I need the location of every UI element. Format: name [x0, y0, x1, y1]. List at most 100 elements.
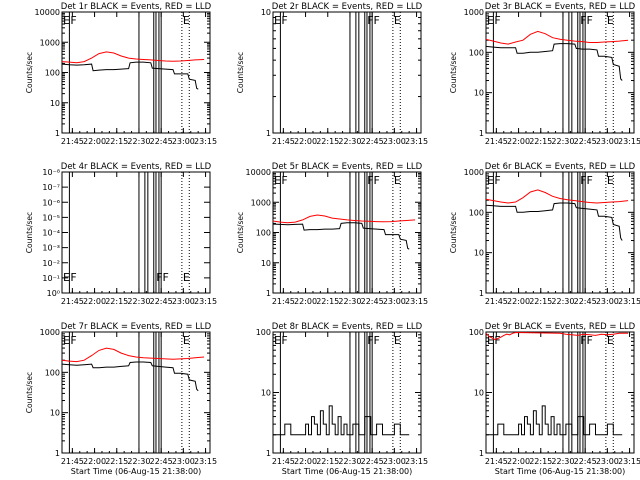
x-tick-label: 21:45 — [61, 457, 84, 466]
flag-label: E — [394, 174, 401, 187]
flag-label: E — [487, 174, 494, 187]
y-axis-label: Counts/sec — [236, 52, 245, 93]
panel-det-9: Det 9r BLACK = Events, RED = LLD 1 10 100 21… — [469, 322, 640, 476]
x-axis-label: Start Time (06-Aug-15 21:38:00) — [71, 467, 202, 476]
x-tick-label: 21:45 — [272, 137, 295, 146]
panel-det-3: Det 3r BLACK = Events, RED = LLD 1 10 100 10… — [449, 2, 640, 146]
flag-label: F — [70, 271, 76, 284]
flag-label: E — [63, 334, 70, 347]
y-tick-label: 1 — [55, 449, 60, 458]
x-tick-label: 22:45 — [361, 457, 384, 466]
x-tick-label: 22:15 — [105, 297, 128, 306]
x-tick-label: 22:45 — [361, 137, 384, 146]
flag-label: F — [281, 14, 287, 27]
series-events-line — [61, 361, 199, 392]
y-tick-label: 1 — [479, 449, 484, 458]
panel-det-5: Det 5r BLACK = Events, RED = LLD 1 10 100 10… — [236, 162, 428, 306]
series-lld-line — [272, 214, 416, 224]
y-tick-label: 1 — [55, 129, 60, 138]
y-axis-label: Counts/sec — [449, 212, 458, 253]
x-tick-label: 22:45 — [150, 297, 173, 306]
y-tick-label: 10⁻¹ — [42, 274, 60, 283]
x-tick-label: 22:45 — [574, 137, 597, 146]
x-tick-label: 22:45 — [150, 137, 173, 146]
flag-label: E — [394, 334, 401, 347]
x-tick-label: 23:15 — [194, 297, 217, 306]
y-tick-label: 1000 — [40, 38, 60, 47]
y-axis-label: Counts/sec — [25, 372, 34, 413]
flag-label: E — [487, 14, 494, 27]
series-lld-line — [485, 30, 629, 45]
plot-frame — [272, 171, 422, 294]
chart-title: Det 4r BLACK = Events, RED = LLD — [61, 162, 212, 172]
x-tick-label: 22:45 — [574, 457, 597, 466]
y-tick-label: 10⁻⁶ — [42, 198, 60, 207]
panel-det-8: Det 8r BLACK = Events, RED = LLD 1 10 100 21… — [256, 322, 428, 476]
y-tick-label: 100 — [256, 229, 271, 238]
x-tick-label: 22:00 — [507, 137, 530, 146]
x-tick-label: 23:00 — [596, 137, 619, 146]
x-tick-label: 22:30 — [338, 297, 361, 306]
series-events-line — [273, 405, 410, 436]
x-tick-label: 22:30 — [551, 297, 574, 306]
y-tick-label: 10⁻³ — [42, 244, 60, 253]
x-tick-label: 23:00 — [596, 297, 619, 306]
x-tick-label: 22:15 — [529, 297, 552, 306]
chart-title: Det 5r BLACK = Events, RED = LLD — [272, 162, 423, 172]
y-axis-label: Counts/sec — [25, 52, 34, 93]
x-tick-label: 22:00 — [294, 137, 317, 146]
series-lld-line — [485, 331, 629, 341]
chart-title: Det 7r BLACK = Events, RED = LLD — [61, 322, 212, 332]
plot-frame — [485, 171, 635, 294]
x-tick-label: 23:15 — [405, 137, 428, 146]
y-tick-label: 1 — [266, 289, 271, 298]
panel-det-7: Det 7r BLACK = Events, RED = LLD 1 10 100 10… — [25, 322, 217, 476]
x-tick-label: 22:30 — [127, 137, 150, 146]
flag-label: E — [63, 14, 70, 27]
y-tick-label: 1000 — [40, 328, 60, 337]
series-lld-line — [61, 347, 205, 363]
flag-label: E — [394, 14, 401, 27]
y-tick-label: 10 — [474, 89, 484, 98]
flag-label: E — [63, 271, 70, 284]
y-tick-label: 10 — [261, 389, 271, 398]
flag-label: F — [70, 334, 76, 347]
x-tick-label: 22:15 — [316, 137, 339, 146]
x-tick-label: 23:00 — [383, 297, 406, 306]
flag-label: FF — [580, 174, 593, 187]
y-axis-label: Counts/sec — [236, 212, 245, 253]
x-tick-label: 21:45 — [61, 137, 84, 146]
x-tick-label: 22:00 — [83, 457, 106, 466]
x-tick-label: 23:00 — [596, 457, 619, 466]
x-tick-label: 23:15 — [618, 457, 640, 466]
flag-label: E — [487, 334, 494, 347]
chart-title: Det 8r BLACK = Events, RED = LLD — [272, 322, 423, 332]
y-tick-label: 10⁻⁵ — [42, 213, 60, 222]
x-tick-label: 22:15 — [529, 457, 552, 466]
flag-label: F — [281, 334, 287, 347]
x-tick-label: 22:00 — [294, 457, 317, 466]
x-tick-label: 21:45 — [61, 297, 84, 306]
x-tick-label: 23:00 — [383, 137, 406, 146]
y-tick-label: 1 — [266, 449, 271, 458]
y-tick-label: 10⁻² — [42, 259, 60, 268]
x-tick-label: 23:15 — [405, 457, 428, 466]
y-tick-label: 100 — [45, 368, 60, 377]
flag-label: F — [494, 174, 500, 187]
y-tick-label: 10000 — [246, 168, 271, 177]
x-axis-label: Start Time (06-Aug-15 21:38:00) — [282, 467, 413, 476]
series-events-line — [61, 61, 199, 90]
x-tick-label: 22:30 — [551, 457, 574, 466]
x-tick-label: 22:30 — [338, 137, 361, 146]
chart-title: Det 6r BLACK = Events, RED = LLD — [485, 162, 636, 172]
x-tick-label: 23:00 — [172, 457, 195, 466]
y-tick-label: 1000 — [464, 8, 484, 17]
y-tick-label: 1000 — [464, 168, 484, 177]
flag-label: FF — [580, 334, 593, 347]
chart-title: Det 1r BLACK = Events, RED = LLD — [61, 2, 212, 12]
y-tick-label: 1000 — [251, 198, 271, 207]
y-tick-label: 1 — [479, 129, 484, 138]
flag-label: FF — [156, 271, 169, 284]
